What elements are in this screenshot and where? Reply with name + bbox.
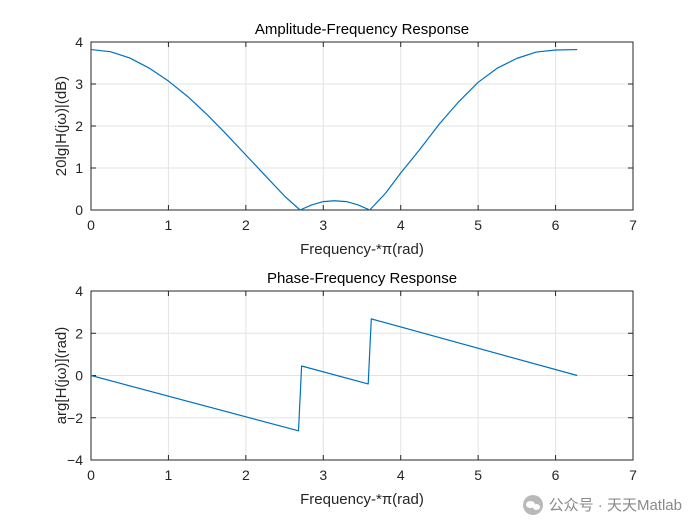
y-tick-label: 2: [75, 325, 83, 341]
x-tick-label: 0: [87, 217, 95, 233]
y-tick-label: −2: [67, 410, 83, 426]
axes-1: 0 1 2 3 4 5 6 7 0 1 2 3 4 Amplitude-Frequency Respons…: [53, 21, 637, 258]
y-tick-label: 4: [75, 34, 83, 50]
watermark: 公众号 · 天天Matlab: [522, 494, 682, 515]
y-tick-label: 0: [75, 202, 83, 218]
x-tick-label: 6: [552, 217, 560, 233]
x-tick-label: 7: [629, 217, 637, 233]
x-tick-label: 7: [629, 467, 637, 483]
chart-title: Amplitude-Frequency Response: [255, 21, 469, 38]
y-axis-label: arg[H(jω)](rad): [53, 327, 70, 425]
x-tick-label: 4: [397, 467, 405, 483]
chart-title: Phase-Frequency Response: [267, 270, 457, 287]
x-tick-label: 1: [165, 217, 173, 233]
y-tick-label: 2: [75, 118, 83, 134]
x-tick-label: 3: [319, 217, 327, 233]
y-axis-label: 20lg|H(jω)|(dB): [53, 76, 70, 176]
x-tick-label: 5: [474, 467, 482, 483]
x-tick-label: 4: [397, 217, 405, 233]
y-tick-label: 4: [75, 283, 83, 299]
axes-box: [90, 41, 634, 211]
x-tick-label: 0: [87, 467, 95, 483]
watermark-text: 公众号 · 天天Matlab: [548, 497, 682, 514]
y-tick-label: −4: [67, 452, 83, 468]
x-tick-label: 6: [552, 467, 560, 483]
y-tick-label: 3: [75, 76, 83, 92]
axes-2: 0 1 2 3 4 5 6 7 −4 −2 0 2 4 Phase-Frequency Response F…: [53, 270, 637, 508]
series-line: [90, 318, 578, 432]
x-tick-label: 2: [242, 217, 250, 233]
x-tick-label: 3: [319, 467, 327, 483]
x-axis-label: Frequency-*π(rad): [300, 241, 424, 258]
x-tick-label: 1: [165, 467, 173, 483]
series-line: [90, 48, 578, 211]
y-tick-label: 0: [75, 368, 83, 384]
y-tick-label: 1: [75, 160, 83, 176]
x-tick-label: 2: [242, 467, 250, 483]
x-axis-label: Frequency-*π(rad): [300, 491, 424, 508]
x-tick-label: 5: [474, 217, 482, 233]
wechat-icon: [522, 494, 543, 515]
